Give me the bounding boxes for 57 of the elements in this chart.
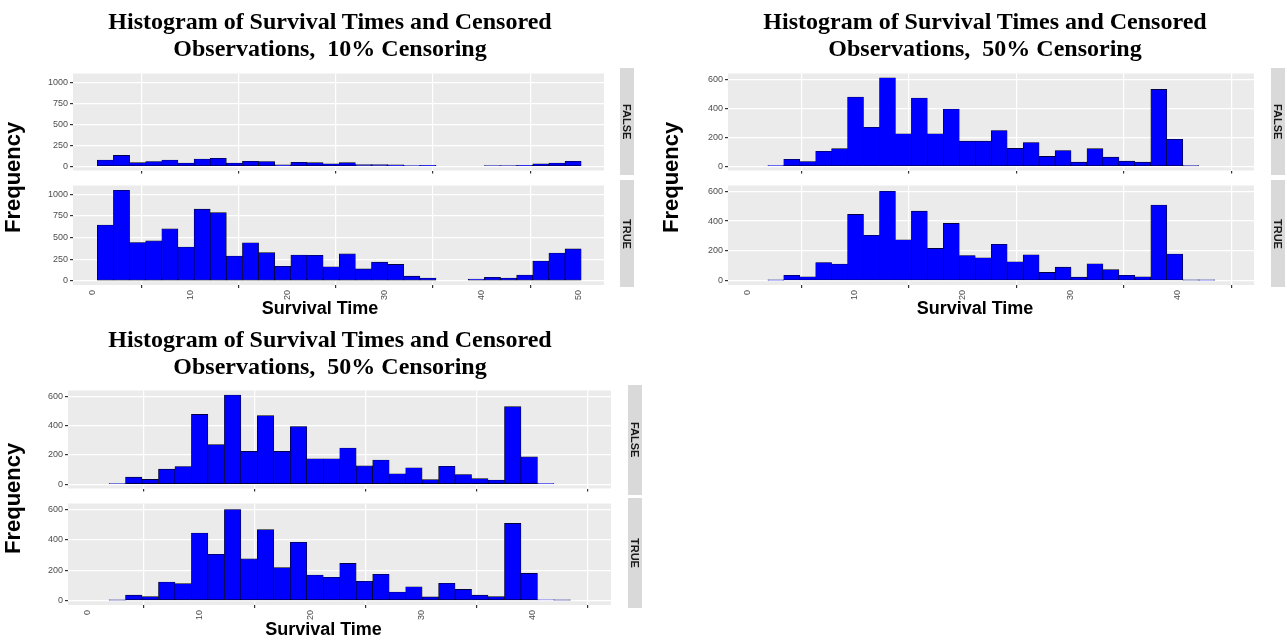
x-tick-label: 50: [573, 289, 584, 300]
chart-title: Histogram of Survival Times and Censored Observations, 10% Censoring: [107, 8, 553, 62]
y-tick-label: 500: [52, 232, 69, 243]
y-axis-title: Frequency: [0, 441, 26, 557]
x-tick-label: 10: [193, 609, 204, 620]
x-tick-label: 0: [741, 289, 752, 295]
x-tick-label: 20: [304, 609, 315, 620]
x-tick-label: 20: [956, 289, 967, 300]
x-axis-title: Survival Time: [264, 619, 383, 640]
y-tick-label: 1000: [47, 188, 69, 199]
y-tick-label: 200: [47, 449, 64, 460]
y-tick-label: 200: [707, 245, 724, 256]
y-tick-label: 1000: [47, 76, 69, 87]
chart-title: Histogram of Survival Times and Censored Observations, 50% Censoring: [762, 8, 1208, 62]
y-tick-label: 200: [47, 564, 64, 575]
y-tick-label: 600: [707, 73, 724, 84]
y-tick-label: 200: [707, 131, 724, 142]
text: FALSE: [629, 422, 641, 458]
x-axis-title: Survival Time: [916, 298, 1034, 318]
y-tick-label: 400: [47, 420, 64, 431]
y-axis-title: Frequency: [0, 120, 26, 236]
x-axis-title: Survival Time: [261, 298, 379, 318]
y-tick-label: 600: [47, 390, 64, 401]
y-tick-label: 0: [58, 594, 64, 605]
y-tick-label: 0: [63, 275, 69, 286]
text: TRUE: [1272, 218, 1284, 249]
x-tick-label: 40: [526, 609, 537, 620]
x-tick-label: 30: [415, 609, 426, 620]
y-tick-label: 400: [707, 215, 724, 226]
x-tick-label: 10: [849, 289, 860, 300]
y-tick-label: 0: [718, 275, 724, 286]
text: TRUE: [621, 218, 633, 249]
x-tick-label: 0: [82, 609, 93, 615]
y-tick-label: 500: [52, 118, 69, 129]
text: FALSE: [621, 103, 633, 140]
chart-title: Histogram of Survival Times and Censored Observations, 50% Censoring: [107, 326, 553, 380]
x-tick-label: 0: [87, 289, 98, 295]
y-tick-label: 600: [47, 503, 64, 514]
x-tick-label: 40: [476, 289, 487, 300]
y-tick-label: 0: [718, 160, 724, 171]
text: TRUE: [629, 538, 641, 568]
y-tick-label: 0: [63, 160, 69, 171]
y-tick-label: 250: [52, 139, 69, 150]
y-tick-label: 0: [58, 478, 64, 489]
x-tick-label: 30: [1064, 289, 1075, 300]
y-tick-label: 600: [707, 185, 724, 196]
y-axis-title: Frequency: [658, 120, 684, 236]
x-tick-label: 30: [378, 289, 389, 300]
x-tick-label: 20: [281, 289, 292, 300]
y-tick-label: 750: [52, 97, 69, 108]
x-tick-label: 40: [1172, 289, 1183, 300]
x-tick-label: 10: [184, 289, 195, 300]
text: FALSE: [1272, 103, 1284, 140]
y-tick-label: 400: [707, 102, 724, 113]
y-tick-label: 400: [47, 534, 64, 545]
y-tick-label: 250: [52, 253, 69, 264]
y-tick-label: 750: [52, 210, 69, 221]
